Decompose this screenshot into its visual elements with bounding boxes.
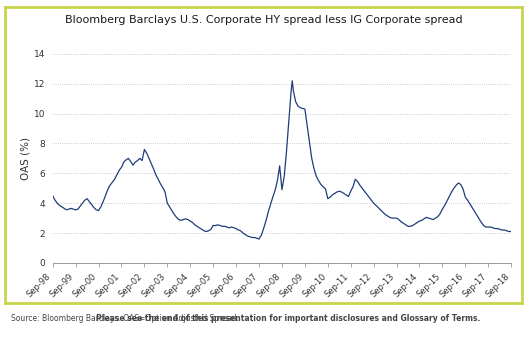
Text: Please see the end of this presentation for important disclosures and Glossary o: Please see the end of this presentation …: [96, 314, 481, 323]
Text: Source: Bloomberg Barclays. OAS=Option Adjusted Spread.: Source: Bloomberg Barclays. OAS=Option A…: [11, 314, 243, 323]
Text: Bloomberg Barclays U.S. Corporate HY spread less IG Corporate spread: Bloomberg Barclays U.S. Corporate HY spr…: [65, 15, 462, 25]
Y-axis label: OAS (%): OAS (%): [21, 137, 31, 180]
